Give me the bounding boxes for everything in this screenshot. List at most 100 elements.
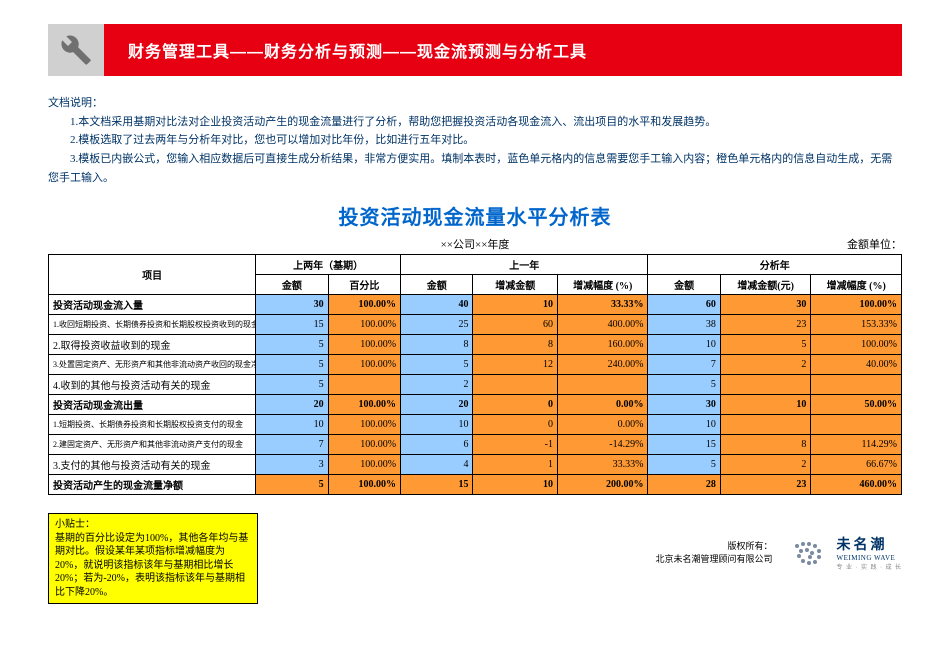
- cell-y1-pct: 400.00%: [557, 315, 648, 335]
- logo: 未名潮 WEIMING WAVE 专 业 · 实 践 · 成 长: [789, 534, 903, 571]
- cell-y1-diff: 1: [473, 455, 557, 475]
- row-label: 3.处置固定资产、无形资产和其他非流动资产收回的现金净额: [49, 355, 256, 375]
- amount-unit: 金额单位：: [847, 236, 902, 252]
- cell-base-pct: 100.00%: [328, 395, 400, 415]
- cell-base-amt[interactable]: 20: [256, 395, 328, 415]
- cell-y1-pct: 0.00%: [557, 415, 648, 435]
- cell-y2-amt[interactable]: 60: [648, 295, 720, 315]
- doc-description: 文档说明： 1.本文档采用基期对比法对企业投资活动产生的现金流量进行了分析，帮助…: [48, 94, 902, 187]
- col-group-base: 上两年（基期）: [256, 255, 401, 275]
- cell-base-amt[interactable]: 5: [256, 475, 328, 495]
- cell-y1-diff: [473, 375, 557, 395]
- logo-swirl-icon: [789, 538, 831, 568]
- row-label: 投资活动产生的现金流量净额: [49, 475, 256, 495]
- cell-y1-diff: 0: [473, 415, 557, 435]
- chart-meta: ××公司××年度 金额单位：: [48, 236, 902, 252]
- cell-base-amt[interactable]: 5: [256, 335, 328, 355]
- cell-y2-amt[interactable]: 15: [648, 435, 720, 455]
- cell-y1-diff: 8: [473, 335, 557, 355]
- cell-y2-amt[interactable]: 10: [648, 335, 720, 355]
- cell-y1-amt[interactable]: 8: [401, 335, 473, 355]
- cell-y2-diff: 10: [720, 395, 811, 415]
- logo-text: 未名潮 WEIMING WAVE 专 业 · 实 践 · 成 长: [837, 534, 903, 571]
- cell-y2-pct: 50.00%: [811, 395, 902, 415]
- cell-base-amt[interactable]: 10: [256, 415, 328, 435]
- cell-base-pct: 100.00%: [328, 455, 400, 475]
- cell-y1-amt[interactable]: 20: [401, 395, 473, 415]
- cell-y2-amt[interactable]: 30: [648, 395, 720, 415]
- tip-body: 基期的百分比设定为100%，其他各年均与基期对比。假设某年某项指标增减幅度为20…: [55, 533, 248, 598]
- cell-y2-diff: 2: [720, 455, 811, 475]
- col-h3: 金额: [401, 275, 473, 295]
- cell-y1-pct: 240.00%: [557, 355, 648, 375]
- cell-y2-pct: 40.00%: [811, 355, 902, 375]
- row-label: 1.收回短期投资、长期债券投资和长期股权投资收到的现金: [49, 315, 256, 335]
- cell-y1-pct: 200.00%: [557, 475, 648, 495]
- copyright: 版权所有： 北京未名潮管理顾问有限公司: [655, 540, 772, 565]
- cell-y2-pct: [811, 415, 902, 435]
- cell-base-amt[interactable]: 15: [256, 315, 328, 335]
- cell-y1-diff: 60: [473, 315, 557, 335]
- cell-base-amt[interactable]: 5: [256, 355, 328, 375]
- cell-base-pct: 100.00%: [328, 415, 400, 435]
- cell-y1-pct: [557, 375, 648, 395]
- cell-y2-diff: 2: [720, 355, 811, 375]
- cell-base-amt[interactable]: 30: [256, 295, 328, 315]
- cell-y2-pct: 153.33%: [811, 315, 902, 335]
- cell-y2-diff: [720, 375, 811, 395]
- cell-base-pct: 100.00%: [328, 435, 400, 455]
- table-row: 1.短期投资、长期债券投资和长期股权投资支付的现金10100.00%1000.0…: [49, 415, 902, 435]
- chart-title: 投资活动现金流量水平分析表: [0, 201, 950, 230]
- table-row: 投资活动产生的现金流量净额5100.00%1510200.00%2823460.…: [49, 475, 902, 495]
- cell-y1-amt[interactable]: 6: [401, 435, 473, 455]
- cell-y2-pct: 460.00%: [811, 475, 902, 495]
- cell-y1-pct: 33.33%: [557, 295, 648, 315]
- cell-y2-amt[interactable]: 5: [648, 375, 720, 395]
- col-item: 项目: [49, 255, 256, 295]
- table-row: 投资活动现金流入量30100.00%401033.33%6030100.00%: [49, 295, 902, 315]
- table-row: 投资活动现金流出量20100.00%2000.00%301050.00%: [49, 395, 902, 415]
- logo-en: WEIMING WAVE: [837, 554, 903, 562]
- cell-base-pct: 100.00%: [328, 475, 400, 495]
- col-h6: 金额: [648, 275, 720, 295]
- cell-y1-amt[interactable]: 25: [401, 315, 473, 335]
- cell-y2-amt[interactable]: 38: [648, 315, 720, 335]
- footer: 版权所有： 北京未名潮管理顾问有限公司 未名潮 WEIMING WAVE 专 业…: [655, 534, 902, 571]
- cell-y1-amt[interactable]: 2: [401, 375, 473, 395]
- cell-base-amt[interactable]: 7: [256, 435, 328, 455]
- table-row: 1.收回短期投资、长期债券投资和长期股权投资收到的现金15100.00%2560…: [49, 315, 902, 335]
- cell-base-amt[interactable]: 3: [256, 455, 328, 475]
- col-group-prev: 上一年: [401, 255, 648, 275]
- cell-y2-amt[interactable]: 10: [648, 415, 720, 435]
- table-row: 3.处置固定资产、无形资产和其他非流动资产收回的现金净额5100.00%5122…: [49, 355, 902, 375]
- cell-y2-amt[interactable]: 28: [648, 475, 720, 495]
- cell-base-pct: 100.00%: [328, 355, 400, 375]
- table-row: 3.支付的其他与投资活动有关的现金3100.00%4133.33%5266.67…: [49, 455, 902, 475]
- wrench-icon: [48, 24, 104, 76]
- logo-sub: 专 业 · 实 践 · 成 长: [837, 562, 903, 571]
- row-label: 4.收到的其他与投资活动有关的现金: [49, 375, 256, 395]
- col-h8: 增减幅度 (%): [811, 275, 902, 295]
- cell-y1-amt[interactable]: 15: [401, 475, 473, 495]
- row-label: 3.支付的其他与投资活动有关的现金: [49, 455, 256, 475]
- cell-y1-amt[interactable]: 4: [401, 455, 473, 475]
- doc-desc-line: 2.模板选取了过去两年与分析年对比，您也可以增加对比年份，比如进行五年对比。: [48, 131, 902, 150]
- cell-y1-pct: -14.29%: [557, 435, 648, 455]
- cell-y2-pct: 100.00%: [811, 335, 902, 355]
- cell-base-amt[interactable]: 5: [256, 375, 328, 395]
- cell-y2-amt[interactable]: 5: [648, 455, 720, 475]
- cell-y1-pct: 33.33%: [557, 455, 648, 475]
- cell-y2-amt[interactable]: 7: [648, 355, 720, 375]
- banner-title: 财务管理工具——财务分析与预测——现金流预测与分析工具: [128, 38, 587, 62]
- col-h7: 增减金额(元): [720, 275, 811, 295]
- cell-y1-amt[interactable]: 5: [401, 355, 473, 375]
- cell-y1-amt[interactable]: 10: [401, 415, 473, 435]
- cell-y1-amt[interactable]: 40: [401, 295, 473, 315]
- doc-desc-line: 3.模板已内嵌公式，您输入相应数据后可直接生成分析结果，非常方便实用。填制本表时…: [48, 150, 902, 187]
- col-h1: 金额: [256, 275, 328, 295]
- row-label: 2.建固定资产、无形资产和其他非流动资产支付的现金: [49, 435, 256, 455]
- cell-y1-diff: 12: [473, 355, 557, 375]
- cell-y1-diff: 0: [473, 395, 557, 415]
- tip-title: 小贴士：: [55, 519, 95, 530]
- cell-base-pct: 100.00%: [328, 335, 400, 355]
